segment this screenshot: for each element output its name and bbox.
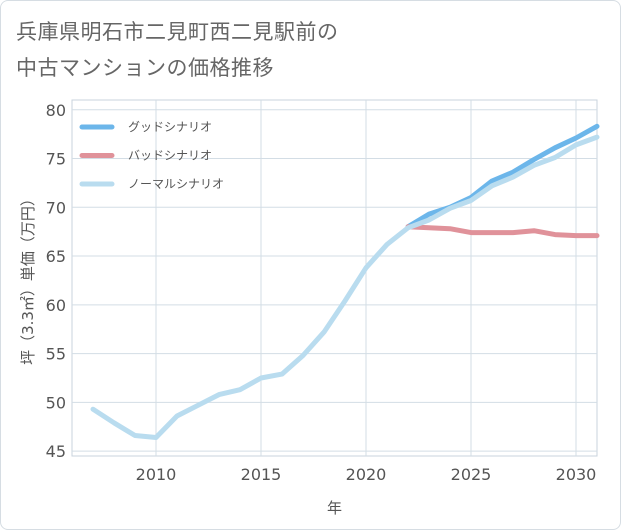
y-tick-label: 80 bbox=[46, 101, 66, 120]
series-line-3 bbox=[90, 134, 600, 440]
y-tick-label: 45 bbox=[46, 442, 66, 461]
legend-label: バッドシナリオ bbox=[128, 149, 212, 163]
x-tick-label: 2015 bbox=[241, 465, 282, 484]
legend-label: グッドシナリオ bbox=[128, 120, 212, 134]
chart-title: 兵庫県明石市二見町西二見駅前の 中古マンションの価格推移 bbox=[16, 14, 536, 86]
chart-title-line-1: 兵庫県明石市二見町西二見駅前の bbox=[16, 20, 339, 44]
series-lines bbox=[90, 123, 600, 440]
x-tick-label: 2020 bbox=[346, 465, 387, 484]
plot-area-border bbox=[71, 99, 598, 457]
y-tick-label: 60 bbox=[46, 296, 66, 315]
y-tick-label: 70 bbox=[46, 198, 66, 217]
grid bbox=[71, 99, 598, 457]
x-axis-title: 年 bbox=[327, 499, 342, 517]
tick-labels: 45 50 55 60 65 70 75 80 2010 2015 2020 2025 2030 bbox=[46, 101, 597, 484]
legend-label: ノーマルシナリオ bbox=[128, 177, 224, 191]
x-tick-label: 2030 bbox=[556, 465, 597, 484]
y-axis-title: 坪（3.3㎡）単価（万円） bbox=[19, 191, 37, 365]
series-line-2 bbox=[405, 224, 600, 239]
y-tick-label: 65 bbox=[46, 247, 66, 266]
chart-title-line-2: 中古マンションの価格推移 bbox=[16, 56, 274, 80]
x-tick-label: 2025 bbox=[451, 465, 492, 484]
y-tick-label: 50 bbox=[46, 393, 66, 412]
y-tick-label: 75 bbox=[46, 150, 66, 169]
x-tick-label: 2010 bbox=[136, 465, 177, 484]
series-line-1 bbox=[405, 123, 600, 230]
y-tick-label: 55 bbox=[46, 345, 66, 364]
